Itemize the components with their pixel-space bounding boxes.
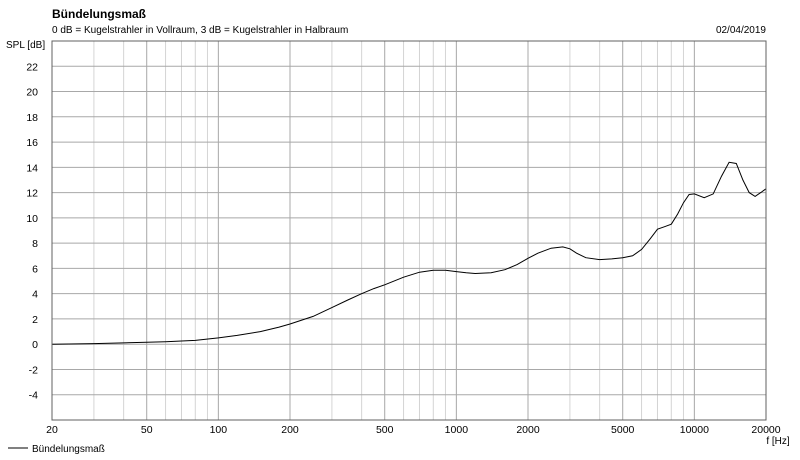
x-tick-label: 1000 xyxy=(445,424,469,436)
y-tick-label: 6 xyxy=(32,263,38,275)
x-axis-label: f [Hz] xyxy=(766,436,790,447)
y-tick-label: -2 xyxy=(29,364,38,376)
x-tick-label: 50 xyxy=(141,424,153,436)
y-tick-label: 2 xyxy=(32,314,38,326)
y-tick-label: 22 xyxy=(26,61,38,73)
plot-frame xyxy=(51,40,767,421)
x-tick-label: 100 xyxy=(210,424,228,436)
grid-minor xyxy=(93,41,684,420)
series-line-buendelungsmass xyxy=(51,161,767,345)
y-tick-label: 0 xyxy=(32,339,38,351)
x-tick-labels: 20 50 100 200 500 1000 2000 5000 10000 20000 xyxy=(46,424,781,436)
y-tick-label: 16 xyxy=(26,137,38,149)
x-tick-label: 10000 xyxy=(680,424,709,436)
y-tick-label: -4 xyxy=(29,390,38,402)
x-tick-label: 5000 xyxy=(611,424,635,436)
y-tick-label: 18 xyxy=(26,112,38,124)
legend-label: Bündelungsmaß xyxy=(32,444,105,455)
x-tick-label: 20 xyxy=(46,424,58,436)
x-tick-label: 200 xyxy=(281,424,299,436)
chart-subtitle: 0 dB = Kugelstrahler in Vollraum, 3 dB =… xyxy=(52,25,348,36)
y-axis-label: SPL [dB] xyxy=(6,40,45,51)
chart-date: 02/04/2019 xyxy=(716,25,766,36)
y-tick-label: 4 xyxy=(32,289,38,301)
x-tick-label: 20000 xyxy=(751,424,780,436)
y-tick-label: 12 xyxy=(26,188,38,200)
chart-title: Bündelungsmaß xyxy=(52,7,146,21)
y-tick-label: 20 xyxy=(26,87,38,99)
legend: Bündelungsmaß xyxy=(8,444,105,455)
y-tick-labels: -4 -2 0 2 4 6 8 10 12 14 16 18 20 22 xyxy=(26,61,38,401)
y-tick-label: 14 xyxy=(26,162,38,174)
x-tick-label: 500 xyxy=(376,424,394,436)
y-tick-label: 10 xyxy=(26,213,38,225)
y-tick-label: 8 xyxy=(32,238,38,250)
grid-major xyxy=(51,41,767,420)
x-tick-label: 2000 xyxy=(516,424,540,436)
